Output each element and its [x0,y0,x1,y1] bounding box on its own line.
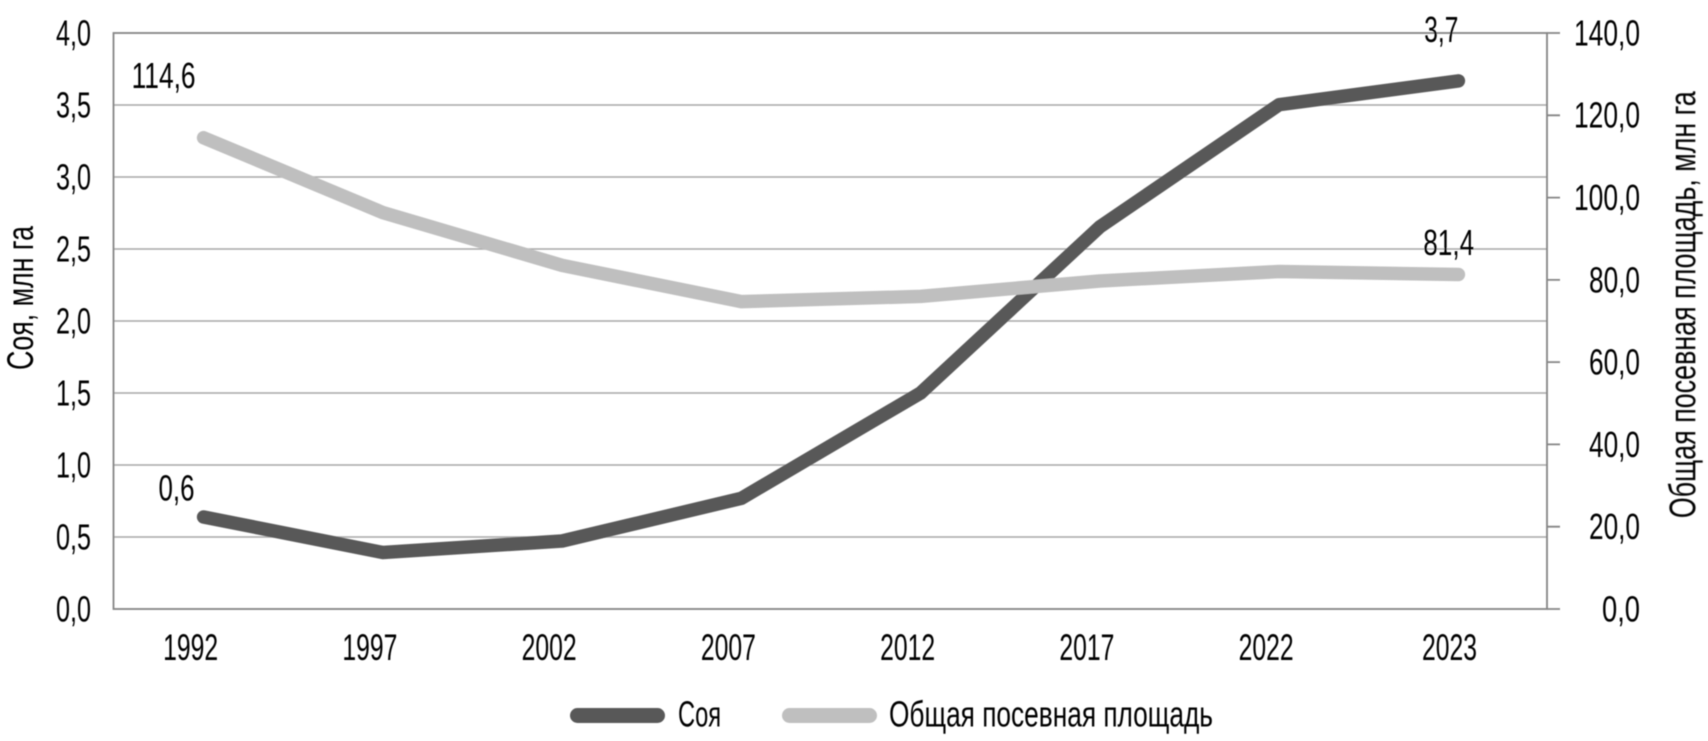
svg-text:Общая посевная площадь: Общая посевная площадь [889,694,1213,735]
svg-text:2023: 2023 [1422,626,1477,668]
svg-text:40,0: 40,0 [1589,424,1640,465]
svg-text:140,0: 140,0 [1574,12,1640,53]
svg-text:2017: 2017 [1059,626,1114,668]
svg-text:114,6: 114,6 [132,55,196,96]
svg-text:2002: 2002 [522,626,577,668]
svg-text:0,5: 0,5 [56,516,91,557]
svg-text:2012: 2012 [880,626,935,668]
svg-text:60,0: 60,0 [1589,342,1640,383]
svg-text:2,5: 2,5 [56,228,91,269]
svg-text:0,0: 0,0 [1602,588,1640,629]
svg-text:1997: 1997 [342,626,397,668]
svg-text:Общая посевная площадь, млн га: Общая посевная площадь, млн га [1663,91,1704,518]
svg-text:120,0: 120,0 [1574,95,1640,136]
svg-text:Соя, млн га: Соя, млн га [0,226,41,370]
svg-text:1992: 1992 [163,626,218,668]
svg-text:2022: 2022 [1239,626,1294,668]
svg-text:0,0: 0,0 [56,588,91,629]
svg-text:3,7: 3,7 [1424,9,1458,50]
svg-text:4,0: 4,0 [56,12,91,53]
svg-text:81,4: 81,4 [1423,222,1474,263]
svg-text:1,0: 1,0 [56,444,91,485]
svg-text:Соя: Соя [678,694,721,735]
svg-text:3,5: 3,5 [56,84,91,125]
svg-text:1,5: 1,5 [56,372,91,413]
svg-text:20,0: 20,0 [1589,506,1640,547]
svg-text:0,6: 0,6 [159,468,195,509]
svg-text:100,0: 100,0 [1574,177,1640,218]
svg-text:2007: 2007 [701,626,756,668]
svg-text:80,0: 80,0 [1589,259,1640,300]
svg-text:3,0: 3,0 [56,156,91,197]
svg-text:2,0: 2,0 [56,300,91,341]
